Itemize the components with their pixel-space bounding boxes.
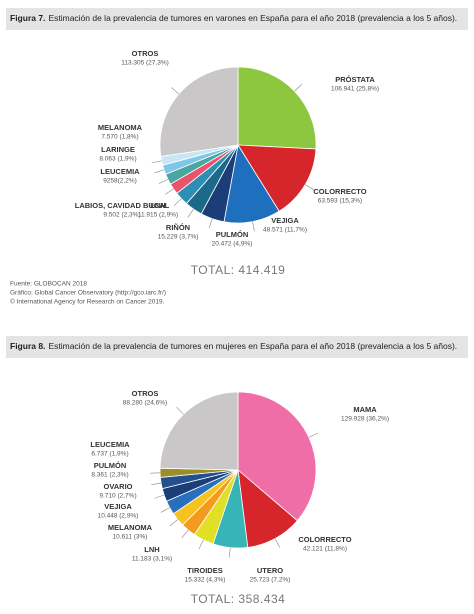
leader-line xyxy=(188,209,194,217)
slice-value-label: 8.361 (2,3%) xyxy=(91,472,128,479)
slice-value-label: 7.570 (1,8%) xyxy=(101,134,138,141)
slice-value-label: 106.941 (25,8%) xyxy=(331,86,379,93)
leader-line xyxy=(253,222,255,232)
leader-line xyxy=(151,483,161,485)
leader-line xyxy=(159,179,168,183)
slice-value-label: 9.710 (2,7%) xyxy=(99,493,136,500)
leader-line xyxy=(170,520,178,526)
slice-label: VEJIGA xyxy=(271,216,299,225)
slice-value-label: 11.915 (2,9%) xyxy=(138,212,178,219)
figure-label: Figura 7. xyxy=(10,13,45,23)
leader-line xyxy=(155,495,164,498)
leader-line xyxy=(295,84,302,91)
slice-value-label: 8.063 (1,9%) xyxy=(99,156,136,163)
slice-label: UTERO xyxy=(257,566,283,575)
slice-label: LARINGE xyxy=(101,145,135,154)
slice-value-label: 9.502 (2,3%) xyxy=(103,212,140,219)
figure-title: Estimación de la prevalencia de tumores … xyxy=(48,13,457,23)
leader-line xyxy=(165,189,173,195)
leader-line xyxy=(199,540,203,549)
leader-line xyxy=(229,548,230,558)
slice-value-label: 10.448 (2,9%) xyxy=(98,513,139,520)
leader-line xyxy=(209,219,212,228)
figure-caption: Figura 7.Estimación de la prevalencia de… xyxy=(10,13,457,23)
leader-line xyxy=(152,161,162,163)
slice-label: LABIOS, CAVIDAD BUCAL xyxy=(75,201,170,210)
slice-label: PRÓSTATA xyxy=(335,75,375,84)
slice-label: RIÑÓN xyxy=(166,223,190,232)
pie-slice xyxy=(238,67,316,149)
leader-line xyxy=(155,170,164,173)
leader-line xyxy=(171,88,179,95)
slice-value-label: 113.305 (27,3%) xyxy=(121,60,169,67)
slice-value-label: 25.723 (7,2%) xyxy=(250,577,291,584)
slice-label: OTROS xyxy=(132,389,159,398)
slice-value-label: 48.571 (11,7%) xyxy=(263,227,307,234)
total: TOTAL: 358.434 xyxy=(191,592,286,606)
slice-label: COLORRECTO xyxy=(313,187,366,196)
slice-label: MELANOMA xyxy=(98,123,143,132)
source-note: Gráfico: Global Cancer Observatory (http… xyxy=(10,290,166,297)
slice-label: TIROIDES xyxy=(187,566,222,575)
slice-value-label: 88.280 (24,6%) xyxy=(123,400,167,407)
leader-line xyxy=(177,407,184,414)
source-note: Fuente: GLOBOCAN 2018 xyxy=(10,281,87,288)
slice-label: OTROS xyxy=(132,49,159,58)
slice-label: PULMÓN xyxy=(94,461,127,470)
slice-value-label: 42.121 (11,8%) xyxy=(303,546,347,553)
slice-label: LEUCEMIA xyxy=(100,167,140,176)
slice-value-label: 11.183 (3,1%) xyxy=(132,556,172,563)
slice-value-label: 9258(2,2%) xyxy=(103,178,137,185)
slice-label: LNH xyxy=(144,545,159,554)
slice-label: COLORRECTO xyxy=(298,535,351,544)
source-note: © International Agency for Research on C… xyxy=(10,298,165,306)
slice-label: LEUCEMIA xyxy=(90,440,130,449)
slice-value-label: 6.737 (1,9%) xyxy=(91,451,128,458)
leader-line xyxy=(161,508,170,513)
leader-line xyxy=(182,530,188,538)
figure-caption: Figura 8.Estimación de la prevalencia de… xyxy=(10,341,457,351)
leader-line xyxy=(275,539,280,548)
slice-label: PULMÓN xyxy=(216,230,249,239)
slice-value-label: 15.332 (4,3%) xyxy=(185,577,226,584)
slice-value-label: 63.593 (15,3%) xyxy=(318,198,362,205)
leader-line xyxy=(309,433,318,437)
figure-label: Figura 8. xyxy=(10,341,45,351)
slice-value-label: 20.472 (4,9%) xyxy=(212,241,253,248)
figure-title: Estimación de la prevalencia de tumores … xyxy=(48,341,457,351)
slice-label: MAMA xyxy=(353,405,377,414)
leader-line xyxy=(174,199,181,206)
slice-value-label: 15.229 (3,7%) xyxy=(158,234,199,241)
pie-slice xyxy=(160,67,238,156)
slice-value-label: 129.928 (36,2%) xyxy=(341,416,389,423)
pie-slice xyxy=(160,392,238,470)
slice-label: OVARIO xyxy=(103,482,132,491)
slice-label: VEJIGA xyxy=(104,502,132,511)
total: TOTAL: 414.419 xyxy=(191,263,286,277)
slice-value-label: 10.611 (3%) xyxy=(113,534,148,541)
slice-label: MELANOMA xyxy=(108,523,153,532)
